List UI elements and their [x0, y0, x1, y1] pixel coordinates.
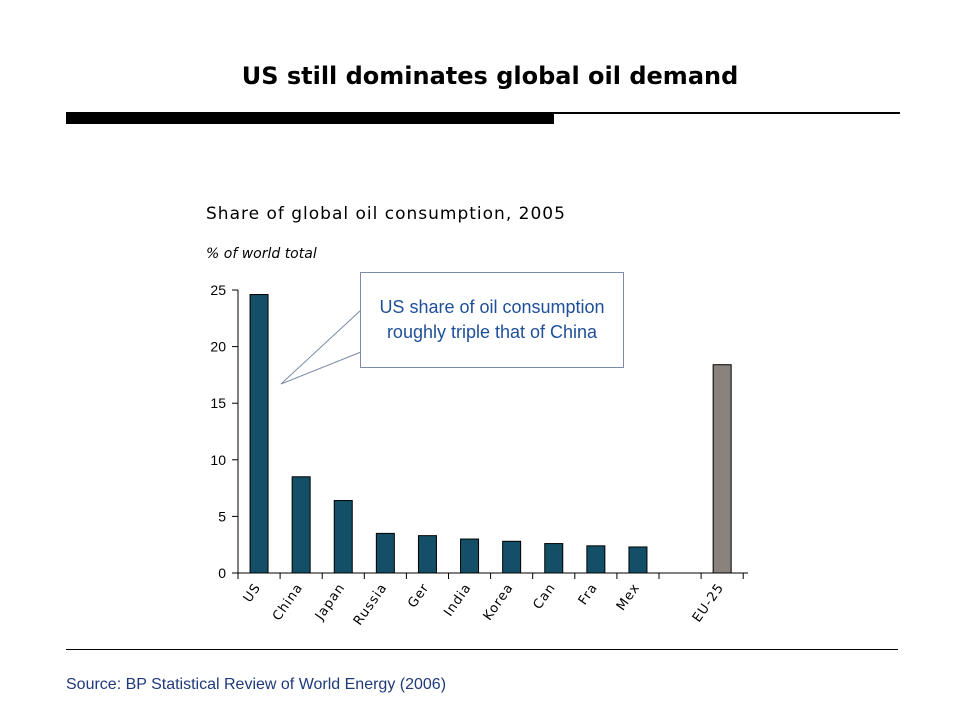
- y-tick-label: 15: [210, 395, 226, 411]
- x-tick-label: EU-25: [690, 581, 728, 626]
- x-tick-label: Fra: [576, 581, 601, 608]
- bar-can: [544, 543, 564, 574]
- chart-title: Share of global oil consumption, 2005: [206, 204, 566, 224]
- bar-eu-25: [712, 364, 732, 574]
- bar-india: [460, 538, 480, 574]
- callout-pointer: [280, 308, 362, 385]
- y-tick-label: 25: [210, 282, 226, 298]
- bar-korea: [502, 540, 522, 574]
- slide-title: US still dominates global oil demand: [241, 62, 739, 90]
- title-rule-thick: [66, 112, 554, 124]
- x-tick-label: Korea: [481, 581, 517, 624]
- chart-ylabel: % of world total: [206, 246, 317, 262]
- footer-rule: [66, 649, 898, 650]
- bar-russia: [375, 532, 395, 574]
- x-tick-label: Mex: [614, 581, 643, 614]
- bar-japan: [333, 500, 353, 574]
- x-tick-label: Can: [531, 581, 560, 613]
- callout-annotation: US share of oil consumption roughly trip…: [360, 272, 624, 368]
- bar-us: [249, 294, 269, 574]
- x-tick-label: Russia: [351, 581, 391, 629]
- title-rule-thin: [554, 112, 900, 114]
- y-tick-label: 5: [218, 508, 226, 524]
- bar-mex: [628, 546, 648, 574]
- x-tick-label: China: [270, 581, 306, 624]
- x-tick-label: US: [241, 581, 265, 606]
- bar-fra: [586, 545, 606, 574]
- x-tick-label: Japan: [312, 581, 349, 624]
- bar-china: [291, 476, 311, 574]
- source-note: Source: BP Statistical Review of World E…: [66, 676, 447, 693]
- y-tick-label: 10: [210, 452, 226, 468]
- bar-ger: [417, 535, 437, 574]
- y-tick-label: 20: [210, 339, 226, 355]
- y-tick-label: 0: [218, 565, 226, 581]
- x-tick-label: India: [441, 581, 474, 620]
- x-tick-label: Ger: [405, 581, 432, 611]
